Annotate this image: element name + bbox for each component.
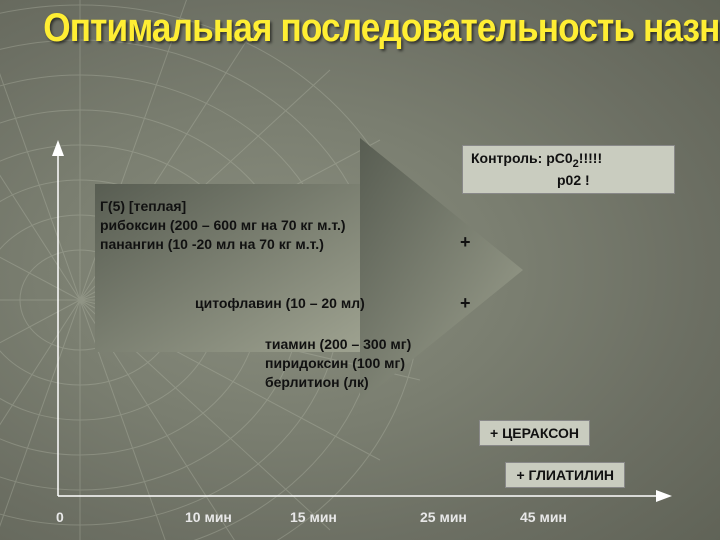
axis-10: 10 мин xyxy=(185,509,232,525)
timeline-axis xyxy=(44,138,684,516)
slide-root: Оптимальная последовательность назначени… xyxy=(0,0,720,540)
axis-25: 25 мин xyxy=(420,509,467,525)
page-title: Оптимальная последовательность назначени… xyxy=(43,6,677,51)
axis-15: 15 мин xyxy=(290,509,337,525)
axis-45: 45 мин xyxy=(520,509,567,525)
axis-0: 0 xyxy=(56,509,64,525)
